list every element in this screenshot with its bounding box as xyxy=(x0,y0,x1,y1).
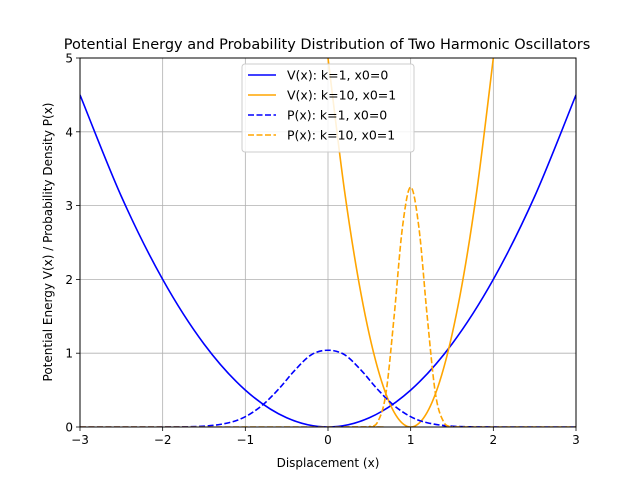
potential-k1-line xyxy=(80,94,576,427)
y-tick-label: 1 xyxy=(65,347,73,361)
legend-label: V(x): k=10, x0=1 xyxy=(287,88,396,103)
series-lines xyxy=(80,58,576,427)
probability-k10-line xyxy=(80,186,576,427)
x-tick-label: −3 xyxy=(71,433,89,447)
y-tick-label: 4 xyxy=(65,125,73,139)
x-tick-label: −1 xyxy=(236,433,254,447)
y-tick-label: 2 xyxy=(65,273,73,287)
y-tick-label: 5 xyxy=(65,52,73,66)
legend: V(x): k=1, x0=0 V(x): k=10, x0=1 P(x): k=1… xyxy=(241,63,415,153)
legend-label: V(x): k=1, x0=0 xyxy=(287,68,388,83)
x-tick-label: 2 xyxy=(490,433,498,447)
potential-k10-line xyxy=(327,58,495,427)
axis-ticks: −3 −2 −1 0 1 2 3 0 1 2 3 4 5 xyxy=(65,52,579,448)
x-tick-label: 3 xyxy=(572,433,580,447)
x-tick-label: 1 xyxy=(407,433,415,447)
chart-title: Potential Energy and Probability Distrib… xyxy=(64,37,591,53)
legend-entries: V(x): k=1, x0=0 V(x): k=10, x0=1 P(x): k=1… xyxy=(248,68,396,143)
x-tick-label: 0 xyxy=(324,433,332,447)
legend-label: P(x): k=1, x0=0 xyxy=(287,108,387,123)
y-tick-label: 0 xyxy=(65,421,73,435)
y-axis-label: Potential Energy V(x) / Probability Dens… xyxy=(41,103,55,382)
legend-box xyxy=(241,63,415,153)
probability-k1-line xyxy=(80,349,576,427)
x-axis-label: Displacement (x) xyxy=(277,456,380,470)
legend-label: P(x): k=10, x0=1 xyxy=(287,128,395,143)
x-tick-label: −2 xyxy=(154,433,172,447)
y-tick-label: 3 xyxy=(65,199,73,213)
